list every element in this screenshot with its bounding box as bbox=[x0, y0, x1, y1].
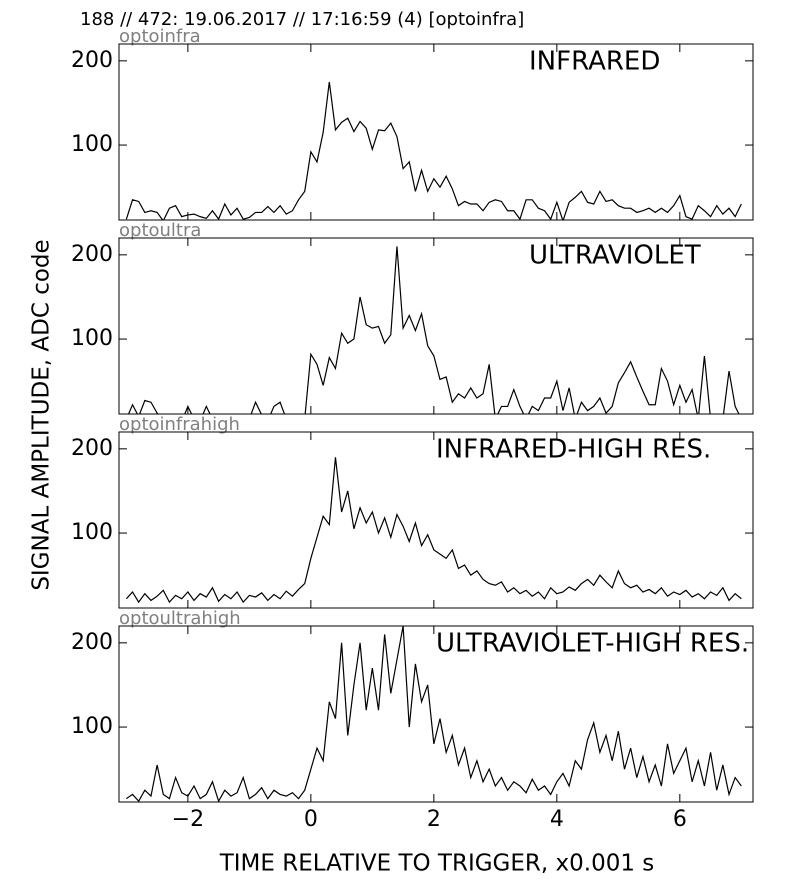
panel-title: ULTRAVIOLET-HIGH RES. bbox=[436, 629, 749, 659]
panel-title: INFRARED-HIGH RES. bbox=[436, 435, 711, 465]
y-tick-label: 100 bbox=[71, 714, 113, 739]
x-tick-label: 2 bbox=[427, 807, 441, 832]
y-tick-label: 200 bbox=[71, 48, 113, 73]
panel-title: INFRARED bbox=[529, 47, 660, 77]
panel-subtitle: optoultra bbox=[119, 220, 201, 241]
y-axis-label: SIGNAL AMPLITUDE, ADC code bbox=[29, 239, 55, 590]
plot-frame bbox=[118, 237, 754, 415]
x-tick-label: 0 bbox=[304, 807, 318, 832]
y-tick-label: 200 bbox=[71, 630, 113, 655]
data-line bbox=[125, 457, 742, 604]
y-tick-label: 200 bbox=[71, 436, 113, 461]
y-tick-label: 100 bbox=[71, 132, 113, 157]
panel-title: ULTRAVIOLET bbox=[529, 241, 701, 271]
plot-frame bbox=[118, 625, 754, 803]
header: 188 // 472: 19.06.2017 // 17:16:59 (4) [… bbox=[80, 9, 524, 30]
y-tick-label: 200 bbox=[71, 242, 113, 267]
x-axis-label: TIME RELATIVE TO TRIGGER, x0.001 s bbox=[219, 851, 655, 877]
panel-subtitle: optoinfrahigh bbox=[119, 414, 240, 435]
x-tick-label: 4 bbox=[550, 807, 564, 832]
x-tick-label: 6 bbox=[673, 807, 687, 832]
plot-frame bbox=[118, 43, 754, 221]
data-line bbox=[125, 81, 742, 220]
panel-subtitle: optoultrahigh bbox=[119, 608, 241, 629]
plot-frame bbox=[118, 431, 754, 609]
y-tick-label: 100 bbox=[71, 326, 113, 351]
x-tick-label: −2 bbox=[172, 807, 204, 832]
panel-subtitle: optoinfra bbox=[119, 26, 201, 47]
y-tick-label: 100 bbox=[71, 520, 113, 545]
data-line bbox=[126, 626, 742, 802]
data-line bbox=[127, 246, 740, 414]
